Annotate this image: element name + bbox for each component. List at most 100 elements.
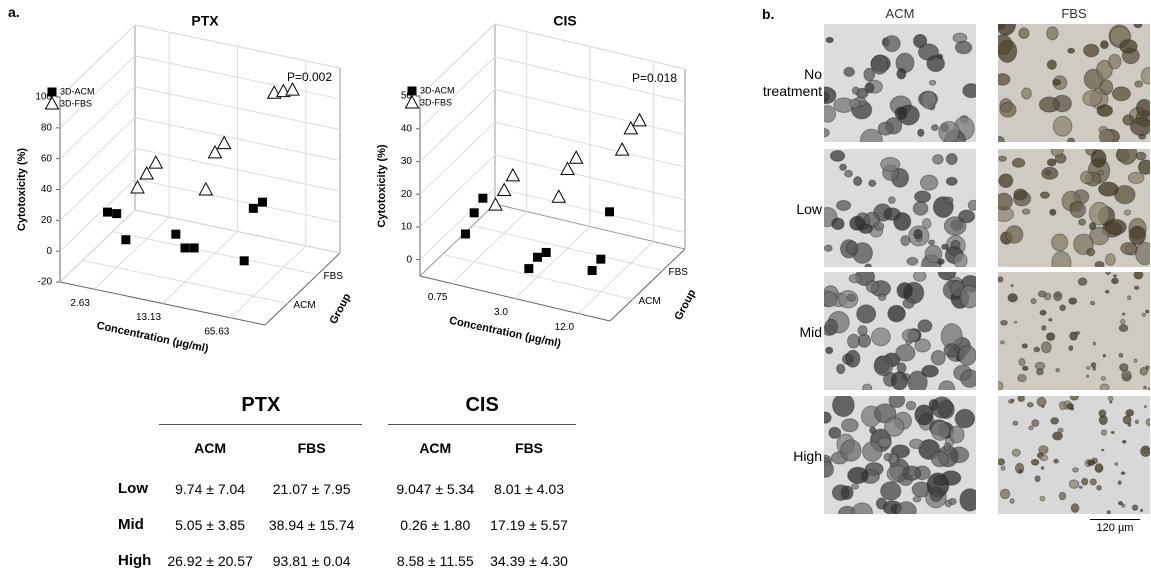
cell-blob [864,82,875,94]
cell-blob [819,105,837,123]
micrograph-image [819,263,981,397]
cell-blob [1135,241,1151,266]
grid-line [93,216,170,290]
y-tick-label: 40 [401,123,413,134]
cell-blob [831,217,845,231]
cell-blob [1017,373,1027,383]
cell-blob [930,450,949,468]
cell-blob [883,207,901,221]
cell-blob [1082,89,1103,107]
cell-blob [928,79,937,86]
z-axis-label: Group [672,287,698,322]
cell-blob [930,420,950,441]
cell-blob [1031,419,1040,428]
cell-blob [1140,67,1151,85]
cell-blob [954,408,976,429]
cell-blob [1107,395,1114,402]
cell-blob [870,327,891,347]
cell: 21.07 ± 7.95 [272,480,351,497]
cell-blob [960,369,980,388]
z-tick-label: ACM [294,300,316,311]
x-tick-label: 13.13 [136,312,161,323]
cell-blob [1085,365,1091,370]
micrograph-image [991,12,1151,147]
cell-blob [890,371,909,391]
cell-blob [914,404,934,426]
cell-blob [1011,448,1021,457]
cell-blob [858,223,874,234]
cell: 38.94 ± 15.74 [268,516,355,533]
data-point [568,150,584,164]
cell-blob [1104,253,1116,266]
grid-line [82,259,288,304]
cell-blob [894,106,908,121]
cell-blob [1139,508,1144,513]
grid-line [419,88,686,162]
z-tick-label: FBS [669,267,689,278]
cell-blob [953,252,968,269]
scale-bar [1090,519,1140,520]
cell-blob [1096,104,1114,117]
cell-blob [1112,274,1117,278]
grid-line [59,55,341,129]
cell-blob [1057,427,1064,433]
axis-line [419,203,496,277]
data-point [130,179,145,194]
row-label: Low [118,480,148,497]
cell-blob [1120,471,1126,476]
cell-blob [848,273,862,284]
cell-blob [836,363,846,375]
cell-blob [823,244,833,252]
cell-blob [943,216,967,236]
cell-blob [959,488,981,512]
grid-line [59,116,341,190]
cell-blob [1046,158,1057,167]
cell-blob [1030,298,1037,305]
cell-blob [1085,374,1090,378]
x-axis-label: Concentration (µg/ml) [96,320,210,355]
cell-blob [1098,409,1107,418]
data-point [139,165,155,180]
cell-blob [995,192,1013,211]
cell-blob [1109,400,1113,404]
cell-blob [1086,459,1096,467]
cell-blob [917,319,933,333]
cell-blob [843,66,855,78]
y-tick-label: 60 [41,153,53,164]
cell-blob [1034,475,1041,483]
grid-line [59,24,341,98]
cell-blob [1055,367,1061,373]
annotation: P=0.002 [287,70,332,84]
column-header: FBS [1061,6,1087,21]
z-tick-label: FBS [324,271,344,282]
cell-blob [1058,491,1067,501]
cell-blob [1143,385,1147,390]
cell-blob [1080,170,1094,185]
cell-blob [1145,309,1150,314]
panel-label: a. [8,4,20,20]
cell-blob [901,465,922,481]
y-tick-label: 100 [35,92,52,103]
cell-blob [1143,405,1148,409]
data-point [560,161,575,176]
cell-blob [1096,485,1102,491]
cell-blob [895,344,916,362]
cell-blob [1125,409,1135,417]
cell-blob [870,54,889,75]
micrograph [996,393,1151,515]
cell-blob [864,263,872,270]
grid-line [59,147,341,221]
cell-blob [1121,439,1127,444]
cell-blob [928,239,936,246]
cell-blob [1114,185,1136,205]
row-label: High [118,552,152,569]
data-point [524,264,534,274]
cell-blob [912,495,922,503]
table-col: ACM [419,439,452,456]
cell-blob [912,201,929,216]
panel-b: b. ACM FBS No treatment Low Mid High 120 µm [760,0,1151,568]
data-point [605,207,615,217]
cell-blob [1127,171,1145,184]
cell-blob [962,83,981,99]
data-point [407,86,417,96]
